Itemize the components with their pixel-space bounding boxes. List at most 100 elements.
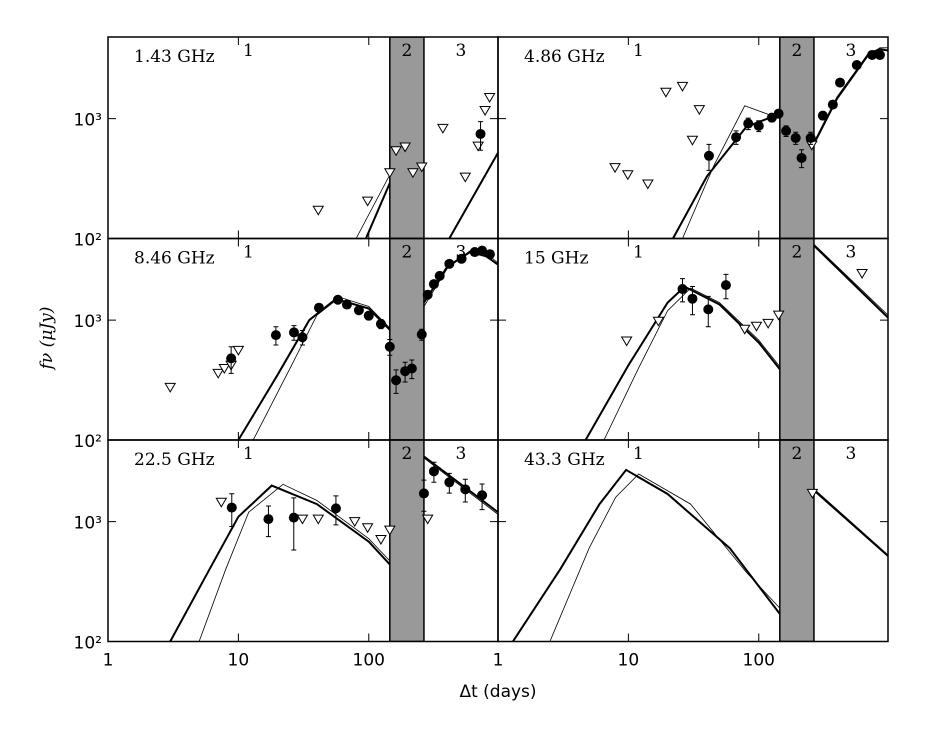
detection [827,99,838,110]
region-label: 1 [633,243,644,263]
region-label: 2 [401,41,412,61]
x-tick-label: 10 [228,651,250,671]
panel: 10² 10³ 1.43 GHz 1 2 3 [74,36,499,251]
upper-limit [375,534,387,545]
upper-limit [459,172,472,183]
panel-title: 8.46 GHz [134,249,215,269]
upper-limit [212,368,225,379]
upper-limit [479,105,491,116]
region-label: 1 [243,41,254,61]
region-label: 2 [791,243,802,263]
region-label: 1 [633,444,644,464]
detection [477,490,488,501]
region-label: 3 [456,243,467,263]
upper-limit [407,168,419,179]
region-label: 2 [791,444,802,464]
plot-area [164,238,498,440]
x-axis-label: Δt (days) [459,682,536,702]
region-label: 2 [401,444,412,464]
upper-limit [621,170,634,181]
upper-limit [421,514,434,525]
upper-limit [660,87,672,98]
detection [297,332,308,343]
upper-limit [218,363,231,374]
detection [428,279,439,290]
detection [270,330,281,341]
detection [444,477,455,488]
upper-limit [348,517,361,528]
model-curve [198,483,391,642]
upper-limit [693,105,706,116]
upper-limit [390,146,402,157]
upper-limit [620,336,633,347]
detection [677,283,688,294]
upper-limit [686,135,699,146]
upper-limit [762,318,775,329]
detection [720,280,731,291]
panel-title: 15 GHz [524,249,588,269]
detection [313,302,324,313]
region-label: 3 [846,444,857,464]
upper-limit [436,123,449,134]
detection [384,341,395,352]
detection [226,502,237,513]
detection [456,253,467,264]
region-label: 1 [243,243,254,263]
region-label: 3 [456,444,467,464]
upper-limit [472,141,485,152]
panel: 10² 10³ 8.46 GHz 1 2 3 [74,237,499,452]
region-label: 3 [846,243,857,263]
detection [434,270,445,281]
panel-frame [107,36,499,240]
model-curve [813,488,888,557]
detection [817,110,828,121]
detection [460,484,471,495]
region-label: 2 [791,41,802,61]
detection [731,132,742,143]
y-tick-label: 10³ [74,312,102,332]
detection [703,150,714,161]
model-curve [169,484,391,642]
detection [867,49,878,60]
shaded-band [389,238,425,440]
detection [416,329,427,340]
upper-limit [296,514,309,525]
error-bar [291,497,297,551]
detection [805,132,816,143]
detection [332,294,343,305]
panel: 15 GHz 1 2 3 [497,237,889,441]
upper-limit [361,196,374,207]
shaded-band [779,238,815,440]
x-tick-label: 100 [353,651,385,671]
panel-title: 1.43 GHz [134,47,215,67]
model-curve [423,455,498,513]
upper-limit [383,525,396,536]
upper-limit [609,163,621,174]
detection [444,258,455,269]
upper-limit [164,382,177,393]
model-curve [813,244,888,319]
upper-limit [312,205,325,216]
upper-limit [738,324,751,335]
upper-limit [750,321,763,332]
model-curve [355,174,391,239]
shaded-band [389,37,425,239]
region-label: 3 [846,41,857,61]
x-tick-label: 10 [618,651,640,671]
upper-limit [772,310,785,321]
detection [288,512,299,523]
detection [874,49,885,60]
model-curve [682,105,780,239]
detection [790,132,801,143]
region-label: 1 [633,41,644,61]
y-tick-label: 10³ [74,111,102,131]
panel: 4.86 GHz 1 2 3 [497,36,889,240]
detection [363,310,374,321]
plot-area [584,238,888,440]
model-curve [423,457,498,515]
y-tick-label: 10³ [74,514,102,534]
plot-area [512,440,888,642]
plot-area [609,37,888,239]
model-curve [813,47,888,146]
